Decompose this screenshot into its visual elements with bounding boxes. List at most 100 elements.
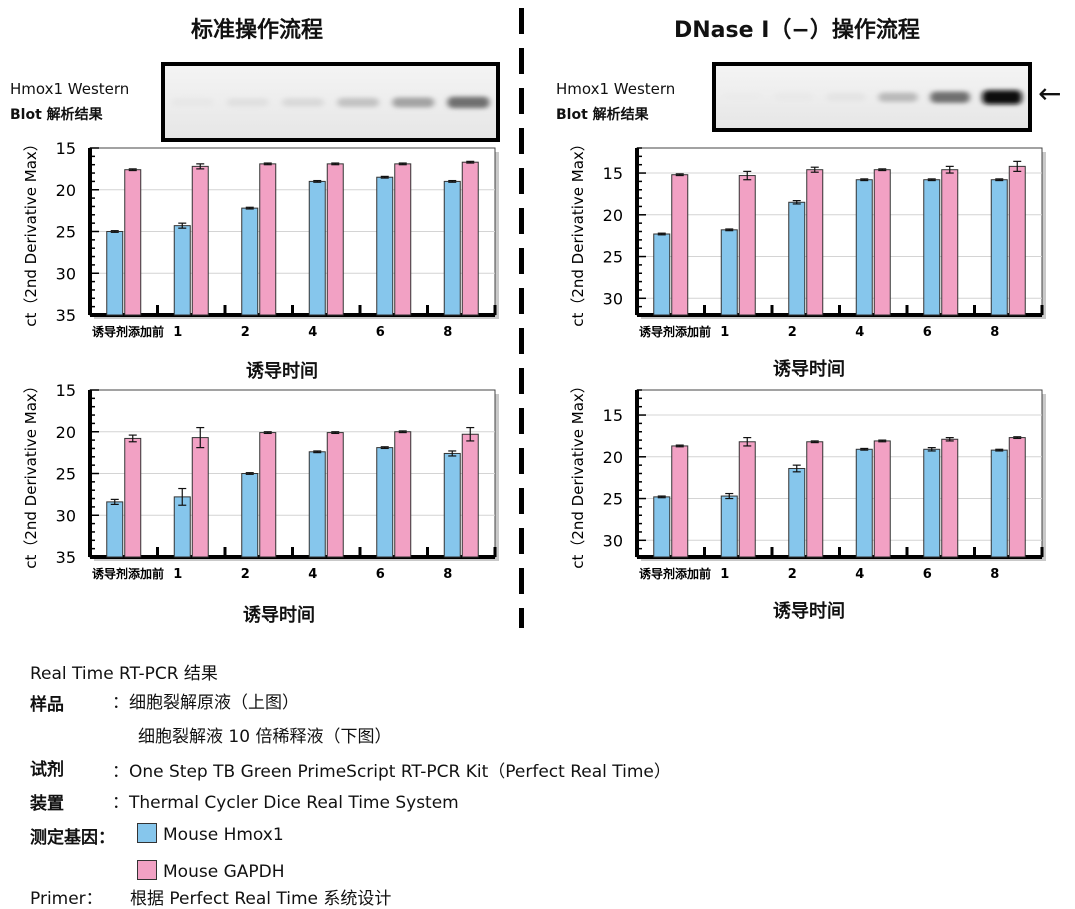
x-tick-label: 2 [241,567,250,582]
x-tick-label: 8 [443,567,452,582]
x-tick-label: 2 [788,325,797,340]
device-label: 装置 [30,794,64,814]
bar [461,161,479,316]
bar [173,225,191,316]
y-axis-title: ct（2nd Derivative Max） [569,378,587,569]
x-tick-label: 1 [720,567,729,582]
blot-band [826,93,866,102]
y-tick-label: 15 [603,406,623,425]
x-tick-label: 4 [855,567,864,582]
blot-band [171,98,214,107]
chart-top-left: 15 20 25 30 35 诱导剂添加前 1 2 4 6 8 ct（2nd Derivative M… [8,136,508,360]
legend-gapdh: Mouse GAPDH [137,860,285,882]
y-tick-label: 15 [603,164,623,183]
bar [990,179,1008,316]
legend-swatch-hmox1 [137,823,157,843]
x-tick-label: 2 [788,567,797,582]
primer-value: 根据 Perfect Real Time 系统设计 [130,889,392,909]
bar [1008,437,1026,558]
bar [855,179,873,316]
bar [873,440,891,558]
x-tick-label: 6 [923,567,932,582]
y-tick-label: 20 [56,423,76,442]
bar [308,451,326,558]
x-tick-label: 1 [173,325,182,340]
chart-bottom-right: 15 20 25 30 诱导剂添加前 1 2 4 6 8 ct（2nd Derivative Max… [555,378,1055,602]
x-tick-label: 2 [241,325,250,340]
legend-swatch-gapdh [137,860,157,880]
y-tick-label: 30 [603,531,623,550]
bar [671,445,689,558]
device-value: ：Thermal Cycler Dice Real Time System [112,793,459,813]
bar [788,467,806,558]
bar [376,176,394,316]
blot-band [982,90,1022,105]
blot-background [165,66,496,138]
bar [124,437,142,558]
bar [806,441,824,558]
x-tick-label: 6 [923,325,932,340]
info-heading: Real Time RT-PCR 结果 [30,664,218,684]
blot-band [281,98,324,107]
bar [990,449,1008,558]
western-blot-bands-left [165,66,496,138]
bar [326,432,344,558]
sample-label: 样品 [30,695,64,715]
y-axis-title: ct（2nd Derivative Max） [22,136,40,327]
blot-band [392,97,435,108]
blot-band [930,91,970,103]
bar [653,496,671,558]
bar [259,432,277,558]
bar [394,163,412,316]
x-axis-title-top-left: 诱导时间 [246,361,318,382]
panel-title-left: 标准操作流程 [191,18,324,43]
x-axis-title-bottom-right: 诱导时间 [773,601,845,622]
bar [191,437,209,558]
chart-top-right: 15 20 25 30 诱导剂添加前 1 2 4 6 8 ct（2nd Derivative Max… [555,136,1055,360]
primer-label: Primer： [30,889,103,909]
y-tick-label: 25 [56,223,76,242]
x-tick-label: 1 [720,325,729,340]
blot-background [716,66,1028,128]
reagent-value: ：One Step TB Green PrimeScript RT-PCR Ki… [112,762,671,782]
bar [308,180,326,316]
bar [1008,165,1026,316]
chart-bottom-left: 15 20 25 30 35 诱导剂添加前 1 2 4 6 8 ct（2nd Derivative M… [8,378,508,602]
bar [173,496,191,558]
y-tick-label: 30 [56,264,76,283]
bar [720,495,738,558]
western-blot-image-left [161,62,500,142]
gene-label: 测定基因： [30,828,115,848]
y-axis-title: ct（2nd Derivative Max） [22,378,40,569]
bar [806,169,824,316]
y-tick-label: 20 [603,206,623,225]
blot-band [722,93,762,102]
x-tick-label: 4 [855,325,864,340]
blot-band [447,96,490,109]
x-tick-label: 4 [308,325,317,340]
bar [923,179,941,316]
x-tick-label: 诱导剂添加前 [639,324,711,339]
y-tick-label: 30 [56,506,76,525]
panel-title-right: DNase I（−）操作流程 [674,18,920,43]
y-axis-title: ct（2nd Derivative Max） [569,136,587,327]
y-tick-label: 20 [603,448,623,467]
panel-divider [519,8,524,628]
blot-band [226,98,269,107]
x-tick-label: 8 [990,325,999,340]
x-tick-label: 8 [990,567,999,582]
western-blot-label-left: Hmox1 Western Blot 解析结果 [10,80,130,123]
reagent-label: 试剂 [30,760,64,780]
y-tick-label: 35 [56,306,76,325]
y-tick-label: 25 [603,248,623,267]
y-tick-label: 25 [603,490,623,509]
bar [241,207,259,316]
bar [738,175,756,316]
bar [720,229,738,316]
bar [855,448,873,558]
bar [124,169,142,316]
bar [326,163,344,316]
legend-label-gapdh: Mouse GAPDH [163,862,285,882]
legend-hmox1: Mouse Hmox1 [137,823,284,845]
x-axis-title-bottom-left: 诱导时间 [243,605,315,626]
